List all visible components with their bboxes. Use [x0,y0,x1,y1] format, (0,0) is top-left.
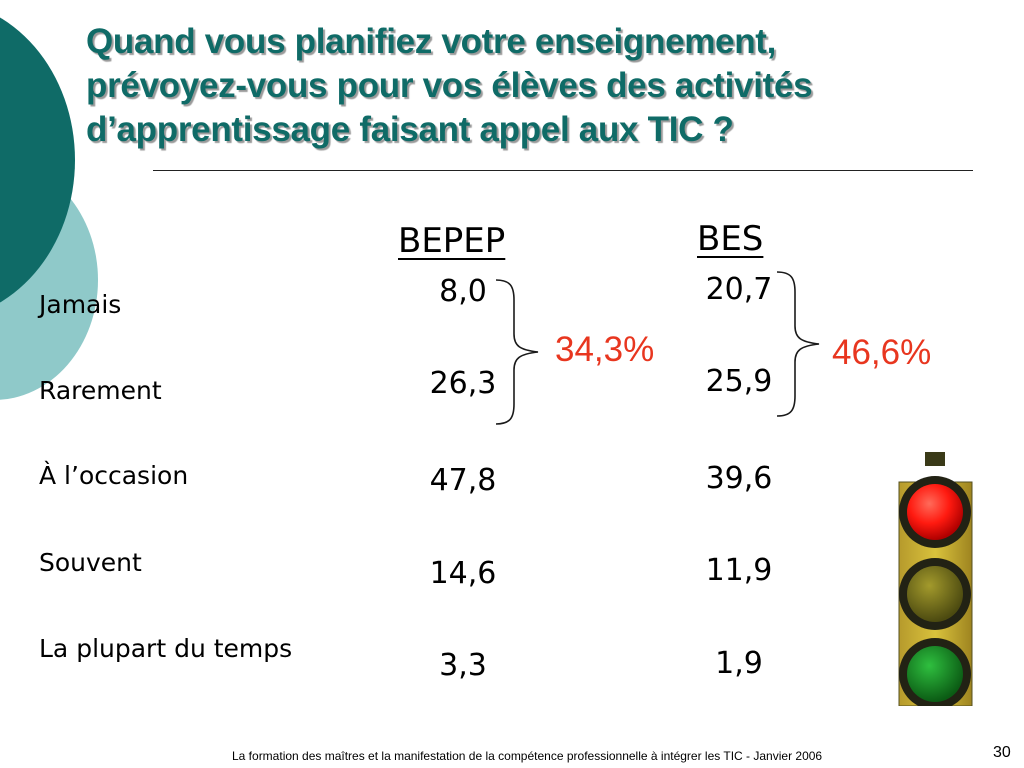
bes-value-plupart: 1,9 [715,646,763,681]
traffic-light-icon [898,452,973,706]
bes-value-occasion: 39,6 [705,461,773,496]
title-divider [153,170,973,171]
bes-combined-percent: 46,6% [832,333,932,372]
row-label-souvent: Souvent [39,548,142,577]
bes-value-souvent: 11,9 [705,553,773,588]
bes-right-brace-icon [776,271,820,417]
row-label-plupart: La plupart du temps [39,634,293,663]
bepep-right-brace-icon [495,279,539,425]
bes-value-jamais: 20,7 [705,272,773,307]
slide-title: Quand vous planifiez votre enseignement,… [86,20,986,152]
row-label-rarement: Rarement [39,376,162,405]
bes-value-rarement: 25,9 [705,364,773,399]
bepep-combined-percent: 34,3% [555,330,655,369]
column-header-bepep: BEPEP [398,221,506,261]
title-line-1: Quand vous planifiez votre enseignement, [86,22,777,61]
title-line-3: d’apprentissage faisant appel aux TIC ? [86,110,734,149]
bepep-value-souvent: 14,6 [429,556,497,591]
bepep-value-rarement: 26,3 [429,366,497,401]
bepep-value-plupart: 3,3 [439,648,487,683]
row-label-occasion: À l’occasion [39,461,189,490]
bepep-value-occasion: 47,8 [429,463,497,498]
footer-text: La formation des maîtres et la manifesta… [232,749,823,763]
column-header-bes: BES [697,219,764,259]
row-label-jamais: Jamais [39,290,122,319]
title-line-2: prévoyez-vous pour vos élèves des activi… [86,66,813,105]
page-number: 30 [993,744,1011,761]
bepep-value-jamais: 8,0 [439,274,487,309]
